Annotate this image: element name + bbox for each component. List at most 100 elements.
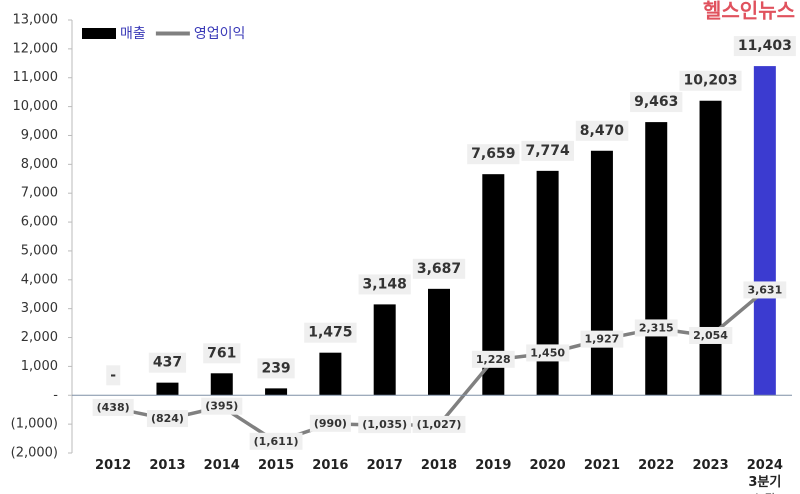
line-value-label-bg [146,410,188,428]
legend-label: 매출 [120,26,146,42]
y-tick-label: (1,000) [11,417,58,432]
x-tick-label: 2016 [312,458,348,473]
y-tick-label: 3,000 [21,301,58,316]
bar [699,100,722,396]
bar-value-label: 1,475 [308,325,352,341]
y-tick-label: 1,000 [21,359,58,374]
line-value-label: (824) [151,412,184,425]
bar-value-label-bg [575,120,629,141]
x-tick-line: 2014 [204,458,240,473]
bar-value-label: 11,403 [738,38,792,54]
line-value-label-bg [309,414,351,432]
line-value-label-bg [471,350,515,368]
line-value-label: 2,054 [693,329,728,342]
x-tick-line: 2018 [421,458,457,473]
x-tick-line: 2021 [584,458,620,473]
bar-value-label-bg [358,274,411,295]
x-tick-line: 2022 [638,458,674,473]
line-value-label: 3,631 [747,283,782,296]
bar-value-label-bg [467,144,520,165]
y-tick-label: 9,000 [21,128,58,143]
line-value-label: 2,315 [639,321,674,334]
bar-value-label: 7,659 [471,146,515,162]
bar-value-label-bg [148,352,187,373]
line-value-label-bg [743,281,787,299]
line-value-label-bg [358,416,412,434]
bar-value-label: 3,687 [417,261,461,277]
y-tick-label: 12,000 [13,41,59,56]
x-tick-label: 2015 [258,458,294,473]
y-tick-label: 8,000 [21,157,58,172]
line-value-label-bg [689,326,733,344]
line-value-label: (1,027) [417,418,462,431]
x-tick-label: 2012 [95,458,131,473]
line-value-label: (1,611) [254,435,299,448]
line-value-label: (395) [205,400,238,413]
bar-value-label: 8,470 [580,123,625,139]
x-tick-label: 2023 [692,458,728,473]
bar-value-label: 3,148 [363,276,407,292]
line-value-label-bg [580,330,624,348]
x-tick-line: 3분기 [748,475,781,490]
bar [590,150,613,396]
bar [753,66,776,396]
bar [265,388,288,396]
legend-label: 영업이익 [194,26,246,42]
x-tick-line: 2019 [475,458,511,473]
y-tick-label: 7,000 [21,186,58,201]
bar [156,382,179,396]
bar-value-label: 7,774 [525,143,570,159]
x-tick-label: 2024 3분기 (누적) [747,458,783,494]
bar-value-label-bg [521,140,575,161]
line-value-label-bg [92,398,134,416]
x-tick-line: 2017 [367,458,403,473]
bar [482,174,505,396]
x-tick-line: 2013 [149,458,185,473]
x-tick-line: 2012 [95,458,131,473]
bar-value-label-bg [733,36,796,57]
line-value-label: (990) [314,417,347,430]
x-tick-line: 2016 [312,458,348,473]
bar-value-label: 10,203 [684,73,738,89]
x-tick-label: 2017 [367,458,403,473]
bar-value-label-bg [412,258,466,279]
legend-swatch [82,28,116,39]
bar [536,170,559,396]
line-value-label-bg [412,415,466,433]
bar-value-label: 437 [153,355,182,371]
x-tick-label: 2019 [475,458,511,473]
y-tick-label: 10,000 [13,99,59,114]
line-value-label-bg [249,432,303,450]
x-tick-label: 2014 [204,458,240,473]
bar [428,288,450,396]
y-tick-label: 2,000 [21,330,58,345]
y-tick-label: (2,000) [11,446,58,461]
bar [319,352,342,396]
y-tick-label: 4,000 [21,272,58,287]
line-value-label-bg [201,397,243,415]
bar-value-label-bg [304,322,357,343]
x-tick-line: (누적) [750,492,779,494]
y-tick-label: 11,000 [13,70,59,85]
line-value-label-bg [526,344,570,362]
line-value-label: 1,450 [530,346,565,359]
bar-value-label: - [110,367,116,383]
line-value-label: (438) [97,401,130,414]
x-tick-line: 2020 [530,458,566,473]
bar-value-label-bg [630,92,683,113]
bar-value-label: 239 [261,360,290,376]
x-tick-line: 2015 [258,458,294,473]
y-tick-label: - [53,388,58,403]
bar-value-label-bg [106,365,121,386]
bar [210,373,233,396]
x-tick-label: 2021 [584,458,620,473]
bar-value-label-bg [203,343,241,364]
y-tick-label: 13,000 [13,13,59,28]
x-tick-label: 2020 [530,458,566,473]
y-tick-label: 6,000 [21,215,58,230]
line-value-label-bg [634,319,678,337]
x-tick-label: 2022 [638,458,674,473]
bar-value-label: 9,463 [634,94,678,110]
line-value-label: 1,228 [476,353,511,366]
